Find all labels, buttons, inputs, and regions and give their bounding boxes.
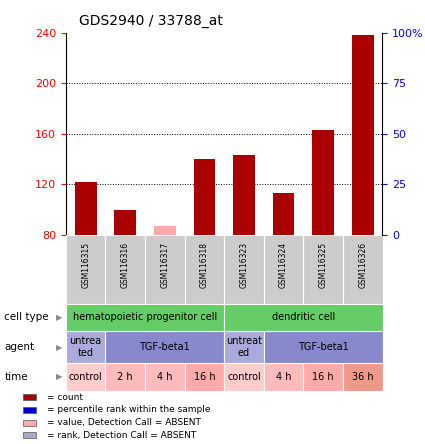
Bar — [264, 235, 303, 304]
Bar — [105, 235, 145, 304]
Text: control: control — [227, 372, 261, 382]
Bar — [23, 432, 36, 439]
Bar — [224, 304, 382, 331]
Bar — [343, 235, 382, 304]
Bar — [352, 36, 374, 235]
Text: GSM116326: GSM116326 — [358, 242, 367, 288]
Bar — [224, 331, 264, 363]
Bar — [343, 363, 382, 391]
Bar — [66, 363, 105, 391]
Bar — [145, 363, 184, 391]
Text: 4 h: 4 h — [276, 372, 291, 382]
Text: GSM116315: GSM116315 — [81, 242, 90, 288]
Text: cell type: cell type — [4, 313, 49, 322]
Bar — [105, 331, 224, 363]
Text: GSM116324: GSM116324 — [279, 242, 288, 288]
Bar — [66, 235, 105, 304]
Bar — [23, 407, 36, 413]
Text: hematopoietic progenitor cell: hematopoietic progenitor cell — [73, 313, 217, 322]
Text: GDS2940 / 33788_at: GDS2940 / 33788_at — [79, 13, 223, 28]
Bar — [273, 193, 295, 235]
Text: = percentile rank within the sample: = percentile rank within the sample — [47, 405, 210, 414]
Text: TGF-beta1: TGF-beta1 — [139, 342, 190, 352]
Text: untreat
ed: untreat ed — [226, 337, 262, 358]
Text: 4 h: 4 h — [157, 372, 173, 382]
Text: 16 h: 16 h — [193, 372, 215, 382]
Text: ▶: ▶ — [56, 313, 63, 322]
Text: time: time — [4, 372, 28, 382]
Text: ▶: ▶ — [56, 373, 63, 381]
Bar — [66, 304, 224, 331]
Text: untrea
ted: untrea ted — [70, 337, 102, 358]
Bar — [23, 420, 36, 426]
Bar — [233, 155, 255, 235]
Text: dendritic cell: dendritic cell — [272, 313, 335, 322]
Bar — [193, 159, 215, 235]
Text: = rank, Detection Call = ABSENT: = rank, Detection Call = ABSENT — [47, 431, 196, 440]
Bar — [23, 394, 36, 400]
Bar — [114, 210, 136, 235]
Text: 36 h: 36 h — [352, 372, 374, 382]
Text: GSM116317: GSM116317 — [160, 242, 169, 288]
Bar — [224, 363, 264, 391]
Bar — [105, 363, 145, 391]
Text: = value, Detection Call = ABSENT: = value, Detection Call = ABSENT — [47, 418, 201, 427]
Bar — [264, 331, 382, 363]
Text: 2 h: 2 h — [117, 372, 133, 382]
Bar — [224, 235, 264, 304]
Bar — [154, 226, 176, 235]
Bar — [303, 363, 343, 391]
Text: ▶: ▶ — [56, 343, 63, 352]
Text: GSM116318: GSM116318 — [200, 242, 209, 288]
Bar — [66, 331, 105, 363]
Text: TGF-beta1: TGF-beta1 — [298, 342, 348, 352]
Text: GSM116325: GSM116325 — [319, 242, 328, 288]
Bar — [303, 235, 343, 304]
Text: GSM116316: GSM116316 — [121, 242, 130, 288]
Bar — [145, 235, 184, 304]
Bar — [264, 363, 303, 391]
Bar — [184, 363, 224, 391]
Bar — [184, 235, 224, 304]
Text: = count: = count — [47, 392, 83, 402]
Bar — [312, 130, 334, 235]
Bar — [75, 182, 96, 235]
Text: control: control — [69, 372, 102, 382]
Text: agent: agent — [4, 342, 34, 352]
Text: GSM116323: GSM116323 — [239, 242, 249, 288]
Text: 16 h: 16 h — [312, 372, 334, 382]
